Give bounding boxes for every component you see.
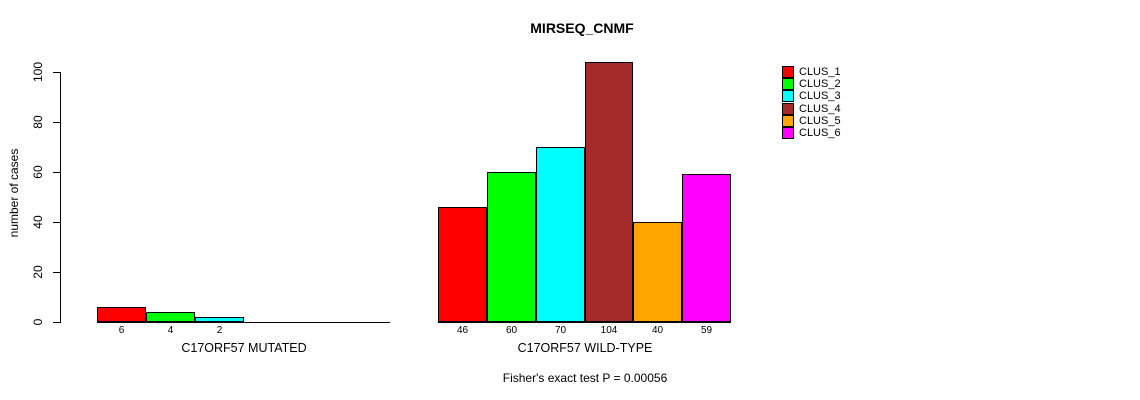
bar-value-label: 70 bbox=[554, 325, 567, 336]
legend-swatch bbox=[782, 78, 794, 91]
y-axis-tick-label: 60 bbox=[31, 165, 45, 179]
legend-swatch bbox=[782, 114, 794, 127]
legend-item: CLUS_6 bbox=[782, 127, 841, 140]
bar-value-label: 60 bbox=[505, 325, 518, 336]
legend-label: CLUS_3 bbox=[799, 90, 841, 103]
x-axis-baseline bbox=[438, 322, 731, 323]
bar-value-label: 6 bbox=[118, 325, 125, 336]
y-axis-tick-label: 100 bbox=[31, 61, 45, 83]
legend-item: CLUS_2 bbox=[782, 78, 841, 91]
bar-clus-2 bbox=[146, 312, 195, 322]
bar-clus-3 bbox=[536, 147, 585, 322]
bar-value-label: 4 bbox=[167, 325, 174, 336]
bar-clus-6 bbox=[682, 174, 731, 322]
y-axis-title: number of cases bbox=[7, 148, 21, 238]
bar-clus-1 bbox=[97, 307, 146, 322]
bar-value-label: 59 bbox=[700, 325, 713, 336]
bar-value-label: 40 bbox=[651, 325, 664, 336]
y-axis-tick bbox=[53, 122, 60, 123]
legend-label: CLUS_4 bbox=[799, 102, 841, 115]
y-axis-line bbox=[60, 72, 61, 323]
x-axis-baseline bbox=[97, 322, 390, 323]
y-axis-tick bbox=[53, 72, 60, 73]
legend-label: CLUS_2 bbox=[799, 78, 841, 91]
y-axis-tick bbox=[53, 222, 60, 223]
legend-item: CLUS_1 bbox=[782, 66, 841, 79]
x-axis-group-label: C17ORF57 MUTATED bbox=[181, 341, 307, 355]
legend-item: CLUS_3 bbox=[782, 90, 841, 103]
y-axis-tick-label: 80 bbox=[31, 115, 45, 129]
legend-swatch bbox=[782, 90, 794, 103]
bar-clus-3 bbox=[195, 317, 244, 322]
legend-item: CLUS_5 bbox=[782, 114, 841, 127]
legend-label: CLUS_6 bbox=[799, 127, 841, 140]
bar-value-label: 104 bbox=[600, 325, 618, 336]
y-axis-tick bbox=[53, 272, 60, 273]
fisher-test-annotation: Fisher's exact test P = 0.00056 bbox=[502, 371, 668, 385]
y-axis-tick bbox=[53, 322, 60, 323]
legend-item: CLUS_4 bbox=[782, 102, 841, 115]
x-axis-group-label: C17ORF57 WILD-TYPE bbox=[517, 341, 653, 355]
bar-value-label: 46 bbox=[456, 325, 469, 336]
legend: CLUS_1 CLUS_2 CLUS_3 CLUS_4 CLUS_5 CLUS_6 bbox=[782, 66, 841, 140]
y-axis-tick-label: 20 bbox=[31, 265, 45, 279]
legend-swatch bbox=[782, 102, 794, 115]
legend-label: CLUS_1 bbox=[799, 66, 841, 79]
chart-title: MIRSEQ_CNMF bbox=[530, 20, 634, 36]
legend-swatch bbox=[782, 66, 794, 79]
bar-value-label: 2 bbox=[216, 325, 223, 336]
y-axis-tick bbox=[53, 172, 60, 173]
y-axis-tick-label: 0 bbox=[31, 318, 45, 326]
bar-clus-2 bbox=[487, 172, 536, 322]
legend-swatch bbox=[782, 127, 794, 140]
bar-clus-4 bbox=[585, 62, 633, 322]
bar-clus-1 bbox=[438, 207, 487, 322]
legend-label: CLUS_5 bbox=[799, 114, 841, 127]
y-axis-tick-label: 40 bbox=[31, 215, 45, 229]
bar-clus-5 bbox=[633, 222, 682, 322]
